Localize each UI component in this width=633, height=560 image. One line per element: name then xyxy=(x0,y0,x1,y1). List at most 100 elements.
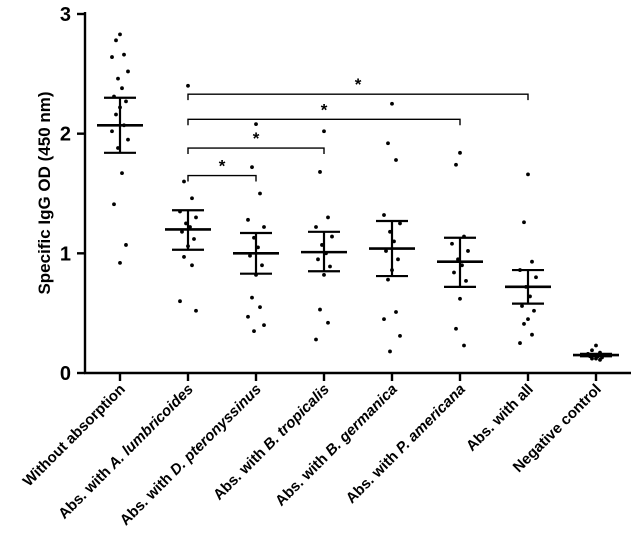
data-group xyxy=(97,32,143,265)
category-label-part: B. tropicalis xyxy=(260,381,333,454)
bracket-line xyxy=(187,93,529,101)
data-group xyxy=(437,150,483,348)
y-tick-label: 1 xyxy=(60,243,71,265)
significance-label: * xyxy=(321,100,328,119)
data-point xyxy=(398,221,402,226)
data-point xyxy=(262,323,266,328)
data-point xyxy=(262,225,266,229)
data-point xyxy=(124,243,128,247)
data-point xyxy=(116,76,120,81)
data-point xyxy=(118,261,122,265)
data-group xyxy=(301,129,347,342)
category-label-part: Abs. with xyxy=(55,460,117,522)
data-point xyxy=(396,257,400,262)
data-point xyxy=(246,314,250,319)
data-point xyxy=(526,317,530,322)
data-groups xyxy=(97,32,619,362)
data-point xyxy=(466,249,470,253)
data-point xyxy=(254,122,258,126)
data-point xyxy=(194,215,198,220)
data-point xyxy=(458,296,462,301)
data-point xyxy=(530,332,534,337)
data-point xyxy=(314,225,318,229)
category-label-part: Abs. with xyxy=(210,442,272,504)
data-point xyxy=(594,356,598,361)
data-point xyxy=(382,317,386,322)
data-point xyxy=(126,137,130,142)
data-point xyxy=(458,150,462,155)
data-point xyxy=(386,141,390,146)
data-point xyxy=(124,99,128,104)
significance-label: * xyxy=(253,129,260,148)
data-point xyxy=(390,101,394,106)
data-group xyxy=(165,83,211,313)
y-axis-label: Specific IgG OD (450 nm) xyxy=(35,91,54,294)
y-tick-label: 3 xyxy=(60,4,71,26)
data-point xyxy=(464,278,468,283)
data-point xyxy=(194,308,198,313)
category-label-part: Abs. with all xyxy=(463,381,537,455)
category-label-part: Abs. with xyxy=(117,467,179,529)
data-point xyxy=(122,52,126,57)
data-point xyxy=(190,196,194,201)
data-point xyxy=(126,69,130,74)
data-point xyxy=(522,322,526,326)
data-point xyxy=(110,129,114,134)
data-point xyxy=(394,158,398,162)
data-point xyxy=(450,241,454,246)
data-point xyxy=(252,329,256,334)
category-label: Abs. with P. americana xyxy=(343,381,469,507)
category-label-part: P. americana xyxy=(393,381,469,457)
data-point xyxy=(258,191,262,196)
data-point xyxy=(114,38,118,43)
data-point xyxy=(250,165,254,170)
data-point xyxy=(178,299,182,304)
data-point xyxy=(590,356,594,361)
data-point xyxy=(110,55,114,59)
data-point xyxy=(388,349,392,354)
data-point xyxy=(530,259,534,264)
data-point xyxy=(532,308,536,313)
data-point xyxy=(520,304,524,308)
data-point xyxy=(120,86,124,91)
data-point xyxy=(454,162,458,167)
significance-bracket: * xyxy=(187,100,461,126)
data-point xyxy=(462,343,466,348)
data-group xyxy=(369,101,415,354)
data-point xyxy=(246,217,250,222)
data-point xyxy=(248,253,252,258)
data-point xyxy=(114,112,118,117)
data-point xyxy=(526,172,530,177)
data-point xyxy=(182,255,186,259)
data-point xyxy=(330,234,334,239)
data-group xyxy=(233,122,279,334)
data-point xyxy=(326,215,330,220)
data-point xyxy=(314,337,318,342)
data-point xyxy=(192,237,196,241)
axes: 0 1 2 3 xyxy=(60,4,631,385)
data-point xyxy=(258,305,262,310)
data-point xyxy=(118,32,122,37)
data-point xyxy=(328,264,332,269)
data-point xyxy=(318,170,322,174)
category-label: Abs. with B. germanica xyxy=(272,381,401,510)
category-label: Abs. with A. lumbricoides xyxy=(55,381,197,523)
data-point xyxy=(522,220,526,225)
data-point xyxy=(190,263,194,268)
category-label: Abs. with B. tropicalis xyxy=(210,381,333,504)
category-label-part: Abs. with xyxy=(272,447,334,509)
significance-brackets: * * * * xyxy=(187,75,529,182)
data-point xyxy=(120,171,124,176)
y-tick-label: 0 xyxy=(60,363,71,385)
significance-bracket: * xyxy=(187,129,325,155)
data-point xyxy=(534,275,538,280)
data-point xyxy=(250,295,254,300)
bracket-line xyxy=(187,147,325,155)
data-point xyxy=(590,348,594,353)
data-point xyxy=(112,202,116,207)
data-group xyxy=(573,343,619,362)
significance-bracket: * xyxy=(187,75,529,101)
data-group xyxy=(505,172,551,345)
